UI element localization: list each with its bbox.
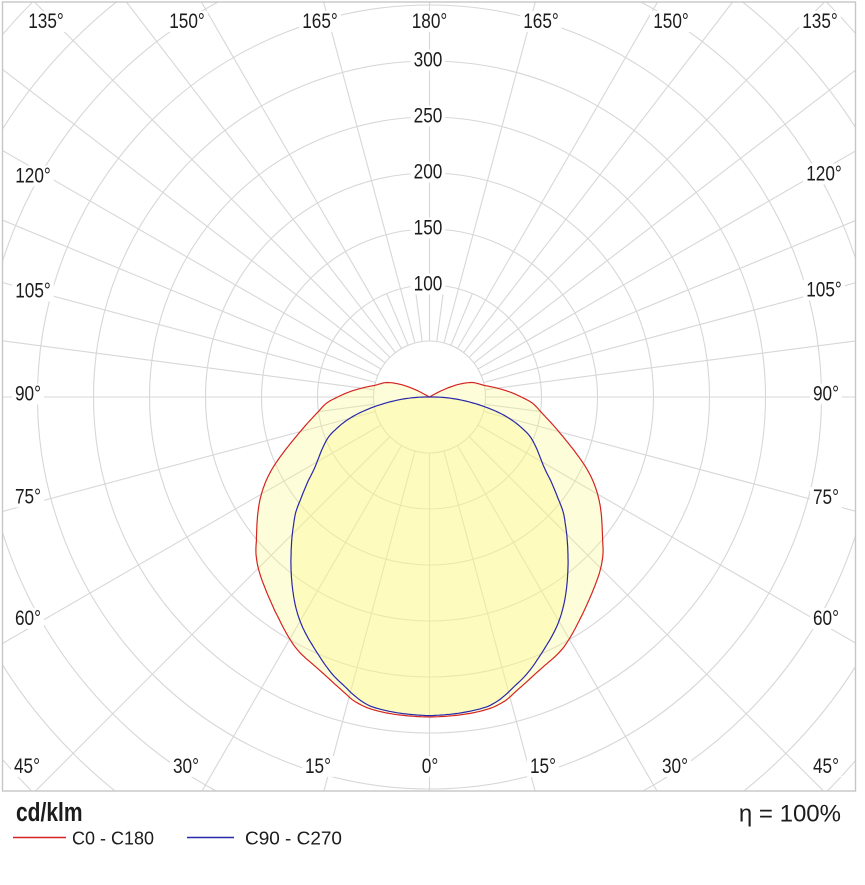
svg-text:C0 - C180: C0 - C180 [72, 829, 154, 849]
svg-text:η = 100%: η = 100% [739, 801, 841, 828]
svg-text:75°: 75° [15, 486, 41, 509]
svg-text:165°: 165° [302, 10, 338, 33]
svg-text:250: 250 [414, 105, 443, 128]
svg-text:150°: 150° [169, 10, 205, 33]
svg-text:200: 200 [414, 161, 443, 184]
svg-text:120°: 120° [806, 163, 842, 186]
svg-text:105°: 105° [15, 280, 51, 303]
svg-text:15°: 15° [305, 755, 331, 778]
svg-text:15°: 15° [530, 755, 556, 778]
svg-text:C90 - C270: C90 - C270 [245, 829, 342, 849]
svg-text:150°: 150° [653, 10, 689, 33]
svg-text:165°: 165° [523, 10, 559, 33]
svg-text:135°: 135° [802, 10, 838, 33]
svg-text:30°: 30° [173, 755, 199, 778]
svg-text:300: 300 [414, 49, 443, 72]
svg-text:cd/klm: cd/klm [16, 799, 83, 827]
svg-text:90°: 90° [813, 383, 839, 406]
svg-text:30°: 30° [662, 755, 688, 778]
svg-text:150: 150 [414, 217, 443, 240]
svg-text:75°: 75° [813, 486, 839, 509]
svg-text:45°: 45° [813, 755, 839, 778]
svg-text:60°: 60° [15, 607, 41, 630]
svg-text:105°: 105° [806, 279, 842, 302]
svg-text:90°: 90° [15, 383, 41, 406]
svg-text:60°: 60° [813, 607, 839, 630]
svg-text:100: 100 [414, 273, 443, 296]
svg-text:135°: 135° [28, 10, 64, 33]
svg-text:120°: 120° [15, 165, 51, 188]
svg-text:45°: 45° [14, 755, 40, 778]
svg-text:180°: 180° [412, 10, 448, 33]
svg-text:0°: 0° [422, 755, 439, 778]
